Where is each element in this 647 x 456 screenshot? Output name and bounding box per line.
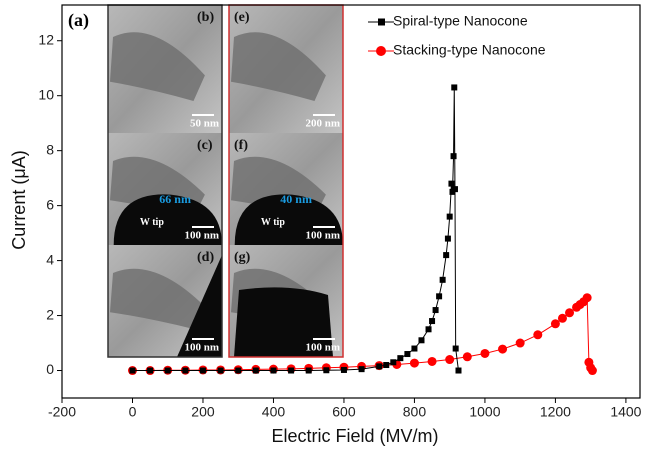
data-point: [516, 339, 525, 348]
data-point: [445, 355, 454, 364]
scale-label: 200 nm: [305, 118, 340, 130]
data-point: [448, 181, 454, 187]
inset-label: (d): [197, 250, 214, 265]
data-point: [463, 352, 472, 361]
insets: (b) 50 nm W tip 66 nm (c) 100 nm (d) 100 nm (e) 2…: [108, 5, 343, 357]
data-point: [253, 368, 259, 374]
inset-label: (b): [197, 10, 214, 25]
y-tick-label: 10: [38, 86, 54, 102]
panel-label: (a): [68, 10, 89, 31]
data-point: [498, 345, 507, 354]
data-point: [440, 277, 446, 283]
width-label: 66 nm: [159, 192, 191, 206]
legend-label: Stacking-type Nanocone: [393, 42, 546, 58]
data-point: [451, 84, 457, 90]
chart: Electric Field (MV/m) Current (μA) (b) 50…: [0, 0, 647, 451]
y-tick-label: 4: [46, 251, 54, 267]
x-tick-label: 1200: [540, 404, 571, 420]
x-tick-label: 600: [332, 404, 356, 420]
data-point: [270, 368, 276, 374]
x-tick-label: -200: [48, 404, 76, 420]
data-point: [443, 252, 449, 258]
x-tick-label: 0: [129, 404, 137, 420]
data-point: [404, 351, 410, 357]
x-tick-label: 1400: [610, 404, 641, 420]
data-point: [452, 186, 458, 192]
tip-label: W tip: [261, 217, 285, 228]
data-point: [588, 366, 597, 375]
data-point: [359, 366, 365, 372]
tip-label: W tip: [140, 217, 164, 228]
data-point: [341, 367, 347, 373]
scale-label: 100 nm: [184, 342, 219, 354]
data-point: [165, 368, 171, 374]
scale-label: 100 nm: [305, 230, 340, 242]
y-tick-label: 12: [38, 31, 54, 47]
data-point: [565, 308, 574, 317]
data-point: [426, 326, 432, 332]
data-point: [147, 368, 153, 374]
data-point: [200, 368, 206, 374]
legend-marker: [378, 19, 385, 26]
y-tick-label: 2: [46, 306, 54, 322]
data-point: [218, 368, 224, 374]
x-axis-label: Electric Field (MV/m): [271, 426, 438, 446]
y-tick-label: 6: [46, 196, 54, 212]
data-point: [583, 293, 592, 302]
inset-label: (e): [234, 10, 250, 25]
data-point: [558, 314, 567, 323]
y-axis-label: Current (μA): [9, 150, 29, 249]
data-point: [418, 337, 424, 343]
data-point: [323, 367, 329, 373]
data-point: [436, 293, 442, 299]
data-point: [429, 318, 435, 324]
x-tick-label: 800: [403, 404, 427, 420]
data-point: [451, 153, 457, 159]
data-point: [306, 368, 312, 374]
data-point: [376, 363, 382, 369]
scale-label: 50 nm: [190, 118, 219, 130]
x-tick-label: 200: [191, 404, 215, 420]
data-point: [182, 368, 188, 374]
data-point: [411, 346, 417, 352]
data-point: [428, 357, 437, 366]
data-point: [397, 355, 403, 361]
legend-marker: [376, 46, 386, 56]
inset-label: (g): [234, 250, 251, 265]
scale-label: 100 nm: [305, 342, 340, 354]
data-point: [480, 349, 489, 358]
y-tick-label: 0: [46, 361, 54, 377]
width-label: 40 nm: [280, 192, 312, 206]
y-tick-label: 8: [46, 141, 54, 157]
inset-label: (f): [234, 138, 248, 153]
inset-label: (c): [197, 138, 213, 153]
data-point: [410, 359, 419, 368]
data-point: [383, 362, 389, 368]
data-point: [447, 214, 453, 220]
data-point: [445, 236, 451, 242]
data-point: [129, 368, 135, 374]
data-point: [433, 307, 439, 313]
x-tick-label: 400: [262, 404, 286, 420]
data-point: [288, 368, 294, 374]
data-point: [533, 330, 542, 339]
x-tick-label: 1000: [469, 404, 500, 420]
data-point: [551, 319, 560, 328]
data-point: [390, 359, 396, 365]
scale-label: 100 nm: [184, 230, 219, 242]
data-point: [455, 368, 461, 374]
legend-label: Spiral-type Nanocone: [393, 13, 528, 29]
data-point: [453, 346, 459, 352]
data-point: [235, 368, 241, 374]
